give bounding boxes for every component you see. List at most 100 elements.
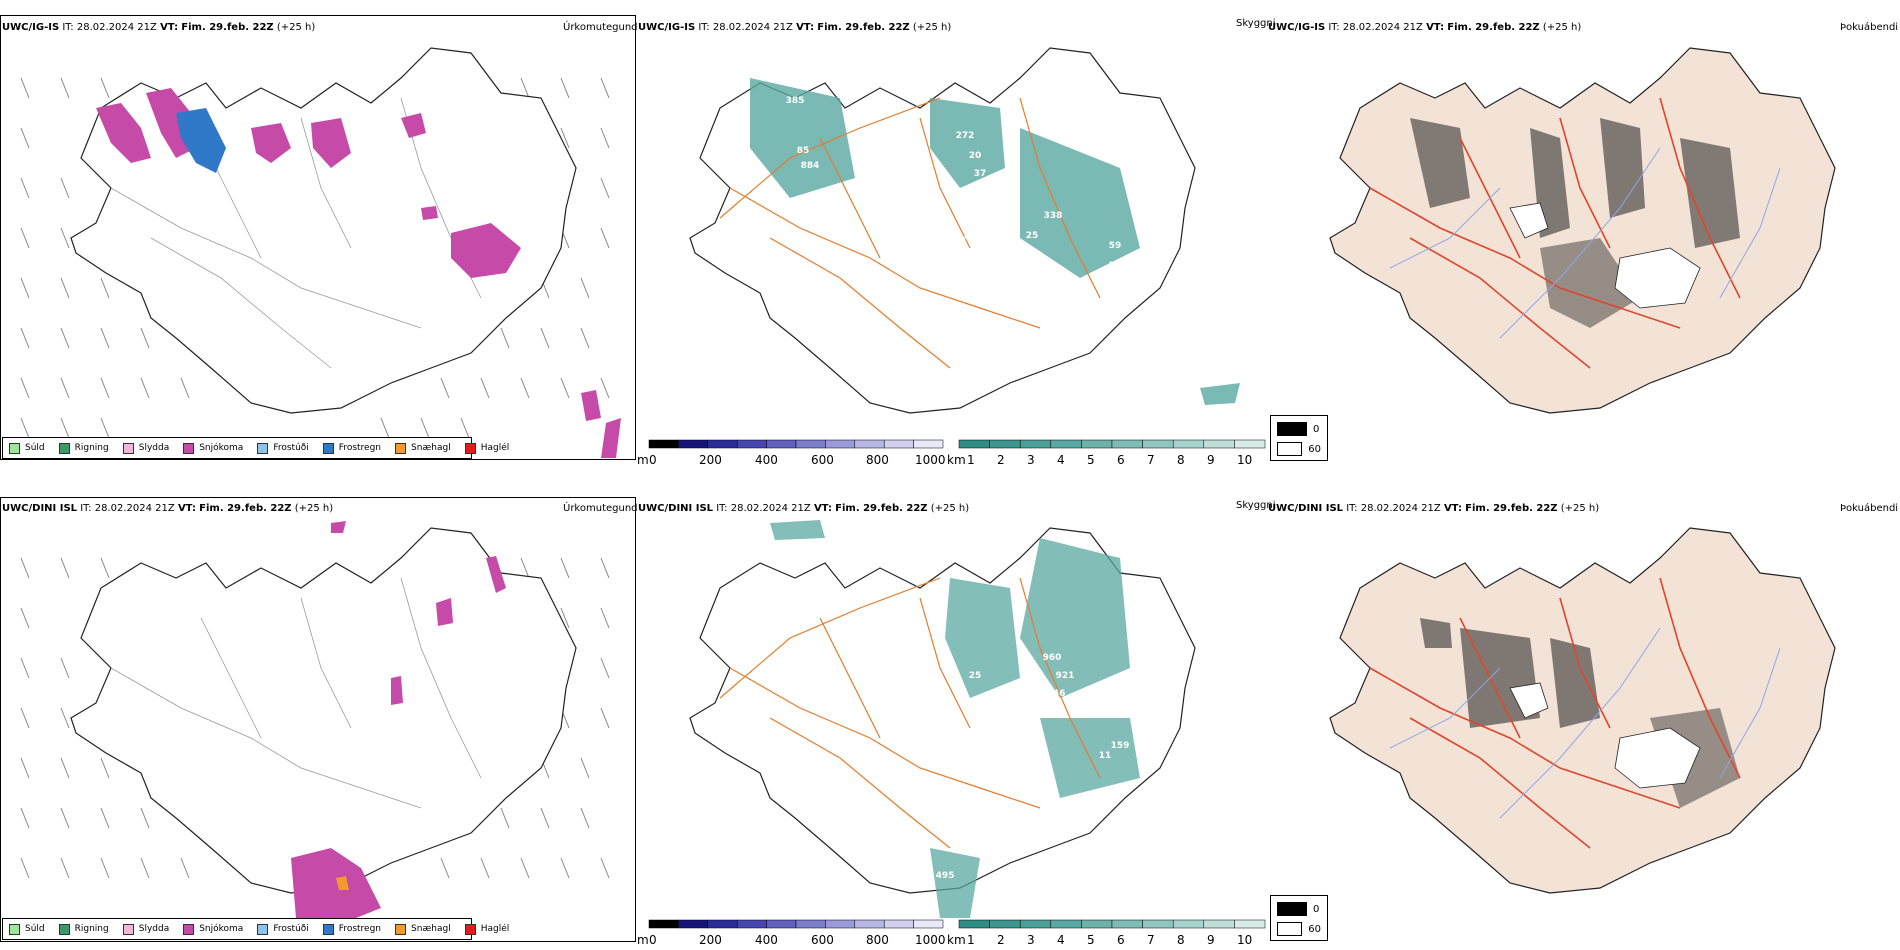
valid-time: Fim. 29.feb. 22Z: [817, 22, 910, 33]
cloud-areas: [750, 78, 1240, 405]
cloud-value: 960: [1043, 653, 1062, 663]
swatch: [464, 442, 476, 454]
colorbar-swatch: [1203, 919, 1235, 929]
colorbar-tick: 1000: [915, 453, 946, 467]
cloud-value: 338: [1044, 211, 1063, 221]
legend-label: Snæhagl: [411, 443, 451, 453]
fog-legend-label: 60: [1308, 923, 1321, 935]
precip-map-title: Úrkomutegund: [563, 503, 638, 514]
colorbar-swatch: [1142, 919, 1174, 929]
legend-item-snaehagl: Snæhagl: [395, 442, 451, 454]
colorbar-tick: 3: [1027, 933, 1035, 947]
colorbar-swatch: [854, 439, 885, 449]
swatch: [58, 442, 70, 454]
colorbar-tick: 0: [649, 453, 657, 467]
init-time-label: IT:: [62, 22, 74, 33]
legend-label: Snjókoma: [199, 924, 244, 934]
cloud-map-title: Skyggni: [1236, 500, 1276, 511]
colorbar-swatch: [958, 439, 990, 449]
colorbar-tick: 10: [1237, 933, 1252, 947]
valid-time-label: VT:: [160, 22, 179, 33]
cloud-value: 37: [974, 169, 987, 179]
fog-legend-label: 0: [1313, 423, 1320, 435]
colorbar-tick: 6: [1117, 933, 1125, 947]
precip-map[interactable]: [1, 38, 635, 458]
colorbar-swatch: [913, 919, 944, 929]
legend-item-frostregn: Frostregn: [322, 923, 382, 935]
fog-legend-item: 60: [1277, 442, 1321, 456]
precip-legend: Súld Rigning Slydda Snjókoma Frostúði Fr…: [2, 437, 509, 459]
init-time-label: IT:: [80, 503, 92, 514]
fog-legend-item: 0: [1277, 422, 1321, 436]
iceland-outline: [70, 47, 577, 414]
colorbar-swatch: [795, 439, 826, 449]
fog-map-title: Þokuábendi: [1840, 22, 1899, 33]
iceland-land: [1329, 47, 1836, 414]
colorbar-swatch: [678, 919, 709, 929]
precip-map[interactable]: [1, 518, 635, 928]
legend-label: Haglél: [480, 924, 510, 934]
swatch: [322, 923, 334, 935]
colorbar-swatch: [1111, 919, 1143, 929]
colorbar-tick: 200: [699, 453, 722, 467]
cloud-value: 11: [1099, 751, 1112, 761]
swatch: [1277, 422, 1307, 436]
fog-map[interactable]: [1300, 518, 1860, 918]
swatch: [322, 442, 334, 454]
swatch: [395, 442, 407, 454]
colorbar-tick: 1: [967, 453, 975, 467]
colorbar-tick: 8: [1177, 933, 1185, 947]
colorbar-swatch: [989, 439, 1021, 449]
valid-time-label: VT:: [1443, 503, 1462, 514]
road-network: [719, 97, 1101, 369]
cloud-value: 370: [1109, 261, 1128, 271]
init-time: 28.02.2024 21Z: [712, 22, 793, 33]
colorbar-tick: 4: [1057, 453, 1065, 467]
model-name: UWC/DINI ISL: [2, 503, 78, 514]
init-time: 28.02.2024 21Z: [94, 503, 175, 514]
rivers: [1389, 147, 1781, 339]
colorbar-swatch: [913, 439, 944, 449]
legend-label: Frostúði: [273, 924, 309, 934]
colorbar-swatch: [1172, 919, 1205, 929]
colorbar-tick: 800: [866, 453, 889, 467]
init-time: 28.02.2024 21Z: [76, 22, 157, 33]
fog-map[interactable]: [1300, 38, 1860, 428]
rivers: [1389, 627, 1781, 819]
swatch: [464, 923, 476, 935]
legend-item-slydda: Slydda: [122, 442, 169, 454]
model-name: UWC/DINI ISL: [1268, 503, 1344, 514]
cloud-value: 272: [956, 131, 975, 141]
colorbar-tick: 800: [866, 933, 889, 947]
cloud-map[interactable]: 385 884 85 272 20 37 23 163 338 25 59 37…: [660, 38, 1280, 428]
snow-pellet-area: [336, 876, 349, 890]
colorbar-swatch: [1019, 439, 1052, 449]
legend-item-frostudi: Frostúði: [257, 923, 309, 935]
fog-legend-item: 0: [1277, 902, 1321, 916]
colorbar-swatch: [1019, 919, 1052, 929]
colorbar-tick: 200: [699, 933, 722, 947]
legend-item-rigning: Rigning: [58, 923, 109, 935]
cloud-map[interactable]: 960 921 246 25 24 66 24 495 159 11: [660, 518, 1280, 918]
forecast-header: UWC/DINI ISL IT: 28.02.2024 21Z VT: Fim.…: [638, 503, 969, 515]
colorbar-tick: 7: [1147, 453, 1155, 467]
legend-label: Frostregn: [338, 924, 382, 934]
precip-map-frame: [0, 15, 636, 460]
init-time-label: IT:: [716, 503, 728, 514]
legend-label: Rigning: [74, 924, 109, 934]
swatch: [9, 923, 20, 935]
lead-time: (+25 h): [276, 22, 316, 33]
swatch: [1277, 922, 1303, 936]
colorbar-swatch: [1234, 919, 1266, 929]
legend-label: Snjókoma: [199, 443, 244, 453]
colorbar-swatch: [707, 439, 738, 449]
lead-time: (+25 h): [912, 22, 952, 33]
valid-time: Fim. 29.feb. 22Z: [199, 503, 292, 514]
colorbar-swatch: [1234, 439, 1266, 449]
road-network: [110, 577, 482, 809]
forecast-header: UWC/IG-IS IT: 28.02.2024 21Z VT: Fim. 29…: [638, 22, 951, 34]
colorbar-swatch: [707, 919, 738, 929]
fog-map-title: Þokuábendi: [1840, 503, 1899, 514]
colorbar-swatches: [648, 439, 944, 449]
colorbar-unit: m: [637, 453, 649, 467]
